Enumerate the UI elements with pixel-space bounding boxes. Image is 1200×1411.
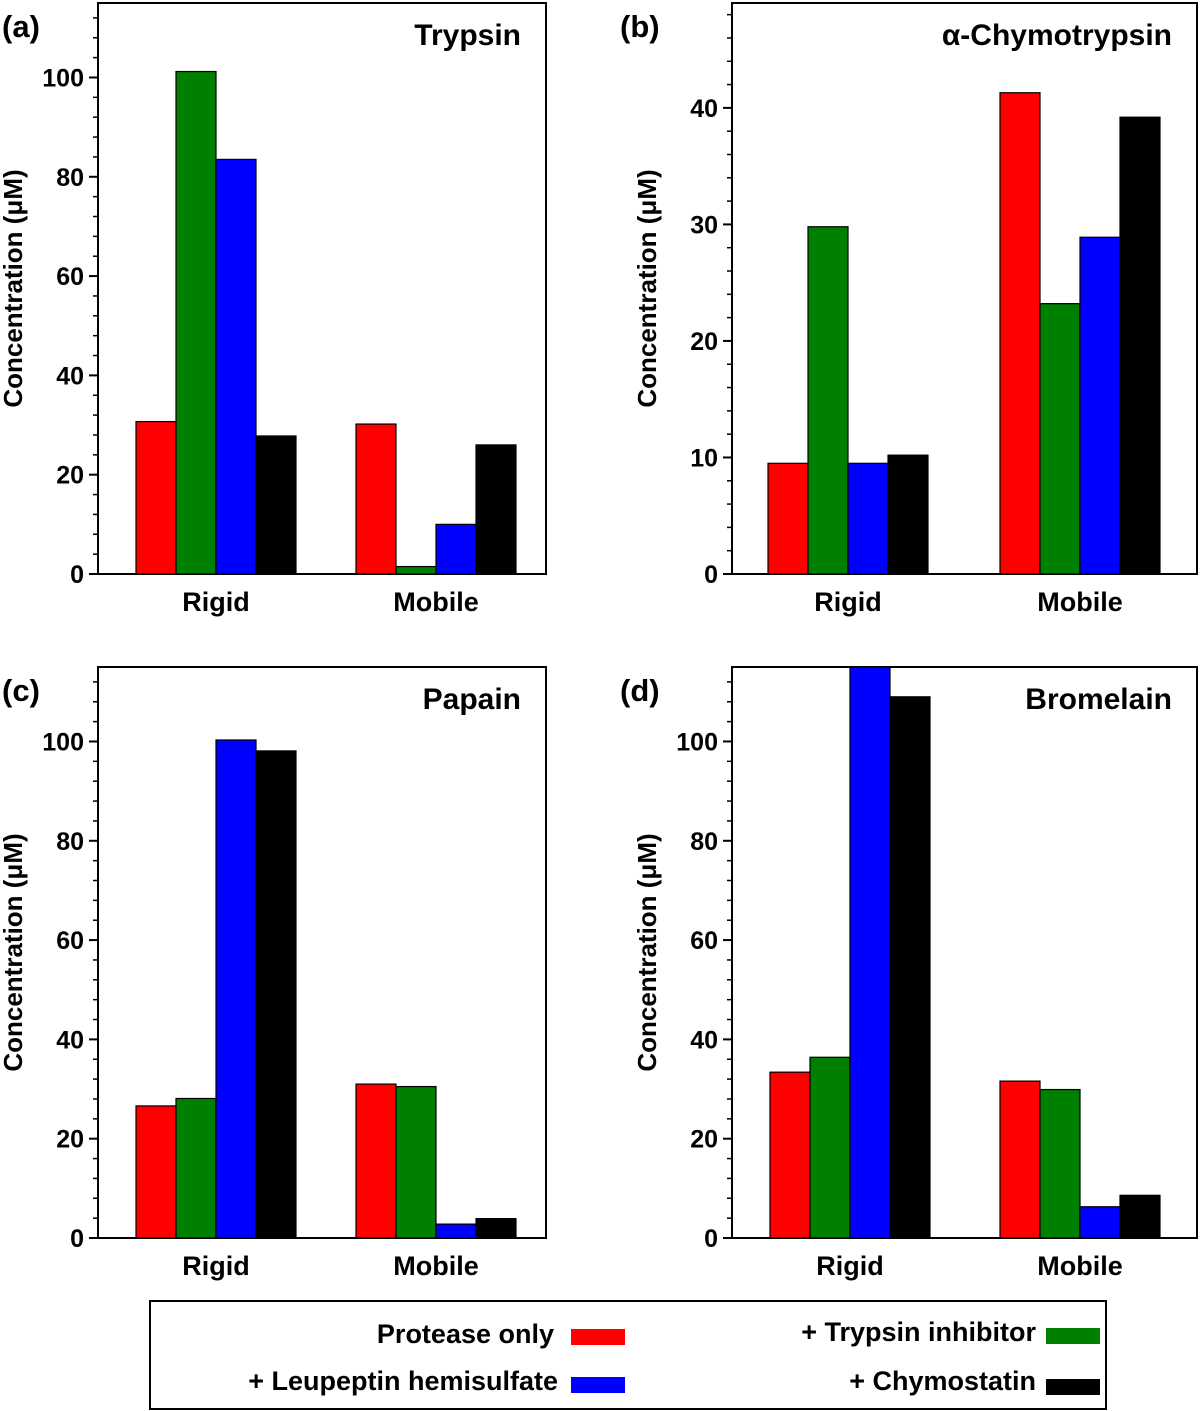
y-tick-label: 0	[704, 1225, 718, 1253]
bar-rigid-protease-only	[135, 420, 177, 575]
y-tick-label: 100	[676, 728, 718, 756]
legend-label-protease-only: Protease only	[377, 1319, 554, 1349]
x-category-label: Rigid	[182, 1251, 250, 1281]
panel-title: Papain	[423, 683, 521, 716]
panel-title: Bromelain	[1025, 683, 1172, 716]
panel-label: (b)	[620, 9, 660, 44]
y-axis-label: Concentration (μM)	[0, 169, 28, 407]
bar-rigid-chymostatin	[889, 696, 931, 1239]
x-category-label: Rigid	[814, 587, 882, 617]
y-tick-label: 60	[56, 263, 84, 291]
legend-swatch-chymostatin	[1046, 1379, 1100, 1395]
bar-mobile-leupeptin-hemisulfate	[435, 1223, 477, 1239]
bar-rigid-leupeptin-hemisulfate	[847, 462, 889, 575]
bar-rigid-protease-only	[767, 462, 809, 575]
bar-rigid-trypsin-inhibitor	[809, 1056, 851, 1239]
legend-swatch-protease-only	[571, 1329, 625, 1345]
y-tick-label: 20	[56, 462, 84, 490]
bar-mobile-chymostatin	[475, 444, 517, 575]
legend-label-trypsin-inhibitor: + Trypsin inhibitor	[801, 1317, 1036, 1347]
y-tick-label: 100	[42, 728, 84, 756]
y-tick-label: 60	[690, 927, 718, 955]
y-axis-label: Concentration (μM)	[632, 169, 662, 407]
bar-mobile-trypsin-inhibitor	[1039, 1088, 1081, 1239]
plot-frame	[731, 666, 1198, 1239]
chart-papain: 0 20 40 60 80 100 Concentration (μM) Rigid Mobil…	[0, 666, 547, 1281]
bar-mobile-protease-only	[355, 423, 397, 575]
plot-frame	[97, 2, 547, 575]
y-tick-label: 80	[56, 164, 84, 192]
y-tick-label: 20	[56, 1126, 84, 1154]
bar-rigid-protease-only	[769, 1071, 811, 1239]
legend-label-chymostatin: + Chymostatin	[849, 1366, 1036, 1396]
panel-label: (a)	[2, 9, 40, 44]
y-tick-label: 40	[56, 362, 84, 390]
chart-bromelain: 0 20 40 60 80 100 Concentration (μM) Rigid Mobil…	[620, 666, 1198, 1281]
bar-rigid-protease-only	[135, 1105, 177, 1239]
bar-rigid-trypsin-inhibitor	[175, 70, 217, 575]
y-tick-label: 10	[690, 444, 718, 472]
y-tick-label: 60	[56, 927, 84, 955]
y-tick-label: 40	[690, 1026, 718, 1054]
y-tick-label: 80	[690, 828, 718, 856]
legend: Protease only + Trypsin inhibitor + Leup…	[149, 1300, 1107, 1410]
legend-swatch-trypsin-inhibitor	[1046, 1328, 1100, 1344]
chart-chymotrypsin: 0 10 20 30 40 Concentration (μM) Rigid Mobile (b…	[620, 2, 1198, 617]
y-tick-label: 100	[42, 64, 84, 92]
bar-mobile-trypsin-inhibitor	[395, 565, 437, 575]
y-axis-label: Concentration (μM)	[0, 833, 28, 1071]
bar-mobile-leupeptin-hemisulfate	[435, 523, 477, 575]
legend-frame	[149, 1300, 1107, 1410]
panel-title: α-Chymotrypsin	[942, 19, 1172, 52]
y-axis-label: Concentration (μM)	[632, 833, 662, 1071]
x-category-label: Mobile	[1037, 1251, 1123, 1281]
bar-rigid-leupeptin-hemisulfate	[849, 666, 891, 1239]
plot-frame	[731, 2, 1198, 575]
bar-mobile-leupeptin-hemisulfate	[1079, 236, 1121, 575]
bar-mobile-protease-only	[355, 1083, 397, 1239]
y-tick-label: 0	[70, 561, 84, 589]
bar-rigid-leupeptin-hemisulfate	[215, 739, 257, 1239]
x-category-label: Mobile	[393, 587, 479, 617]
bar-mobile-chymostatin	[1119, 1194, 1161, 1239]
chart-trypsin: 0 20 40 60 80 100 Concentration (μM) Rigid Mobil…	[0, 2, 547, 617]
x-category-label: Rigid	[182, 587, 250, 617]
x-category-label: Mobile	[393, 1251, 479, 1281]
panel-label: (c)	[2, 673, 40, 708]
bar-mobile-chymostatin	[475, 1218, 517, 1239]
y-tick-label: 20	[690, 328, 718, 356]
bar-rigid-trypsin-inhibitor	[175, 1097, 217, 1239]
bar-rigid-chymostatin	[255, 435, 297, 575]
y-tick-label: 40	[690, 95, 718, 123]
plot-frame	[97, 666, 547, 1239]
y-tick-label: 40	[56, 1026, 84, 1054]
bar-mobile-chymostatin	[1119, 116, 1161, 575]
panel-title: Trypsin	[414, 19, 521, 52]
legend-label-leupeptin-hemisulfate: + Leupeptin hemisulfate	[248, 1366, 558, 1396]
bar-rigid-leupeptin-hemisulfate	[215, 158, 257, 575]
y-tick-label: 0	[704, 561, 718, 589]
bar-mobile-trypsin-inhibitor	[1039, 303, 1081, 575]
bar-mobile-leupeptin-hemisulfate	[1079, 1206, 1121, 1239]
bar-mobile-trypsin-inhibitor	[395, 1085, 437, 1239]
bar-mobile-protease-only	[999, 92, 1041, 575]
bar-mobile-protease-only	[999, 1080, 1041, 1239]
bar-rigid-trypsin-inhibitor	[807, 226, 849, 575]
y-tick-label: 30	[690, 211, 718, 239]
y-tick-label: 20	[690, 1126, 718, 1154]
y-tick-label: 80	[56, 828, 84, 856]
x-category-label: Rigid	[816, 1251, 884, 1281]
x-category-label: Mobile	[1037, 587, 1123, 617]
legend-swatch-leupeptin-hemisulfate	[571, 1377, 625, 1393]
y-tick-label: 0	[70, 1225, 84, 1253]
bar-rigid-chymostatin	[255, 750, 297, 1239]
bar-rigid-chymostatin	[887, 454, 929, 575]
panel-label: (d)	[620, 673, 660, 708]
